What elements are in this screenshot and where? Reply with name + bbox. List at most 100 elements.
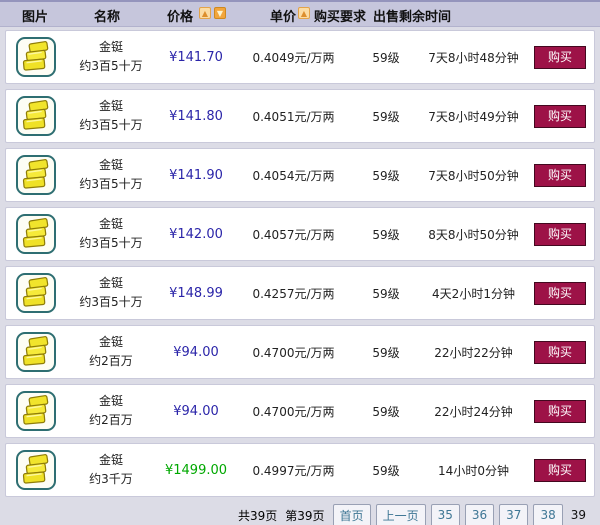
item-price: ¥1499.00	[164, 462, 228, 478]
buy-requirement: 59级	[372, 286, 400, 301]
unit-price-sort-asc-icon[interactable]: ▲	[298, 7, 310, 19]
pagination-button[interactable]: 上一页	[375, 503, 426, 525]
table-row: 金铤 约3百5十万 ¥141.90 0.4054元/万两 59级 7天8小时50…	[5, 148, 595, 202]
time-remaining: 4天2小时1分钟	[432, 286, 515, 301]
item-price: ¥141.90	[169, 167, 223, 183]
buy-button[interactable]: 购买	[534, 458, 586, 482]
item-quantity: 约2百万	[89, 413, 133, 427]
pagination-current-page: 39	[570, 508, 586, 522]
time-remaining: 7天8小时49分钟	[428, 109, 519, 124]
buy-requirement: 59级	[372, 227, 400, 242]
item-image	[16, 273, 56, 313]
item-price: ¥94.00	[173, 344, 219, 360]
buy-button[interactable]: 购买	[534, 104, 586, 128]
table-row: 金铤 约3百5十万 ¥142.00 0.4057元/万两 59级 8天8小时50…	[5, 207, 595, 261]
item-image	[16, 96, 56, 136]
pagination-total: 共39页	[238, 508, 278, 523]
item-quantity: 约3百5十万	[79, 177, 143, 191]
time-remaining: 8天8小时50分钟	[428, 227, 519, 242]
time-remaining: 7天8小时48分钟	[428, 50, 519, 65]
item-name: 金铤	[98, 276, 123, 290]
buy-button[interactable]: 购买	[534, 281, 586, 305]
pagination-button[interactable]: 首页	[332, 503, 371, 525]
item-name: 金铤	[98, 453, 123, 467]
column-header-time-left: 出售剩余时间	[373, 10, 452, 25]
column-header-name: 名称	[94, 10, 121, 25]
item-quantity: 约3百5十万	[79, 295, 143, 309]
pagination-current: 第39页	[285, 508, 325, 523]
item-quantity: 约3千万	[89, 472, 133, 486]
pagination-buttons: 首页 上一页 35 36 37 38	[332, 503, 563, 525]
gold-bars-icon	[22, 100, 49, 130]
item-unit-price: 0.4700元/万两	[252, 404, 335, 419]
gold-bars-icon	[22, 336, 49, 366]
item-quantity: 约3百5十万	[79, 118, 143, 132]
item-name: 金铤	[98, 394, 123, 408]
item-unit-price: 0.4057元/万两	[252, 227, 335, 242]
time-remaining: 7天8小时50分钟	[428, 168, 519, 183]
item-name: 金铤	[98, 158, 123, 172]
pagination-button[interactable]: 35	[430, 503, 460, 525]
table-row: 金铤 约3千万 ¥1499.00 0.4997元/万两 59级 14小时0分钟 …	[5, 443, 595, 497]
table-row: 金铤 约3百5十万 ¥141.70 0.4049元/万两 59级 7天8小时48…	[5, 30, 595, 84]
item-quantity: 约3百5十万	[79, 236, 143, 250]
buy-requirement: 59级	[372, 345, 400, 360]
column-header-price: 价格	[167, 10, 194, 25]
item-price: ¥94.00	[173, 403, 219, 419]
column-header-unit-price: 单价	[270, 10, 297, 25]
table-row: 金铤 约3百5十万 ¥141.80 0.4051元/万两 59级 7天8小时49…	[5, 89, 595, 143]
item-image	[16, 332, 56, 372]
gold-bars-icon	[22, 277, 49, 307]
item-unit-price: 0.4049元/万两	[252, 50, 335, 65]
gold-bars-icon	[22, 41, 49, 71]
table-row: 金铤 约3百5十万 ¥148.99 0.4257元/万两 59级 4天2小时1分…	[5, 266, 595, 320]
pagination-button[interactable]: 37	[499, 503, 529, 525]
pagination-button[interactable]: 36	[464, 503, 495, 525]
buy-button[interactable]: 购买	[534, 222, 586, 246]
gold-bars-icon	[22, 159, 49, 189]
item-unit-price: 0.4051元/万两	[252, 109, 335, 124]
item-quantity: 约2百万	[89, 354, 133, 368]
item-price: ¥148.99	[169, 285, 223, 301]
time-remaining: 22小时24分钟	[434, 404, 513, 419]
item-image	[16, 155, 56, 195]
gold-bars-icon	[22, 395, 49, 425]
column-header-image: 图片	[22, 10, 49, 25]
table-body: 金铤 约3百5十万 ¥141.70 0.4049元/万两 59级 7天8小时48…	[0, 27, 600, 497]
buy-requirement: 59级	[372, 109, 400, 124]
item-price: ¥141.80	[169, 108, 223, 124]
buy-requirement: 59级	[372, 463, 400, 478]
time-remaining: 22小时22分钟	[434, 345, 513, 360]
item-name: 金铤	[98, 99, 123, 113]
item-image	[16, 391, 56, 431]
pagination: 共39页 第39页 首页 上一页 35 36 37 38 39	[0, 502, 600, 525]
buy-button[interactable]: 购买	[534, 399, 586, 423]
item-quantity: 约3百5十万	[79, 59, 143, 73]
buy-requirement: 59级	[372, 168, 400, 183]
item-unit-price: 0.4997元/万两	[252, 463, 335, 478]
buy-button[interactable]: 购买	[534, 45, 586, 69]
table-row: 金铤 约2百万 ¥94.00 0.4700元/万两 59级 22小时22分钟 购…	[5, 325, 595, 379]
buy-button[interactable]: 购买	[534, 340, 586, 364]
item-unit-price: 0.4054元/万两	[252, 168, 335, 183]
item-name: 金铤	[98, 217, 123, 231]
pagination-button[interactable]: 38	[533, 503, 563, 525]
item-price: ¥141.70	[169, 49, 223, 65]
item-unit-price: 0.4700元/万两	[252, 345, 335, 360]
gold-bars-icon	[22, 454, 49, 484]
item-image	[16, 450, 56, 490]
item-image	[16, 214, 56, 254]
buy-button[interactable]: 购买	[534, 163, 586, 187]
price-sort-desc-icon[interactable]: ▼	[214, 7, 226, 19]
item-unit-price: 0.4257元/万两	[252, 286, 335, 301]
item-name: 金铤	[98, 40, 123, 54]
table-header: 图片 名称 价格 ▲ ▼ 单价 ▲ 购买要求 出售剩余时间	[0, 0, 600, 27]
item-image	[16, 37, 56, 77]
table-row: 金铤 约2百万 ¥94.00 0.4700元/万两 59级 22小时24分钟 购…	[5, 384, 595, 438]
item-price: ¥142.00	[169, 226, 223, 242]
column-header-requirement: 购买要求	[314, 10, 367, 25]
price-sort-asc-icon[interactable]: ▲	[199, 7, 211, 19]
time-remaining: 14小时0分钟	[438, 463, 509, 478]
item-name: 金铤	[98, 335, 123, 349]
